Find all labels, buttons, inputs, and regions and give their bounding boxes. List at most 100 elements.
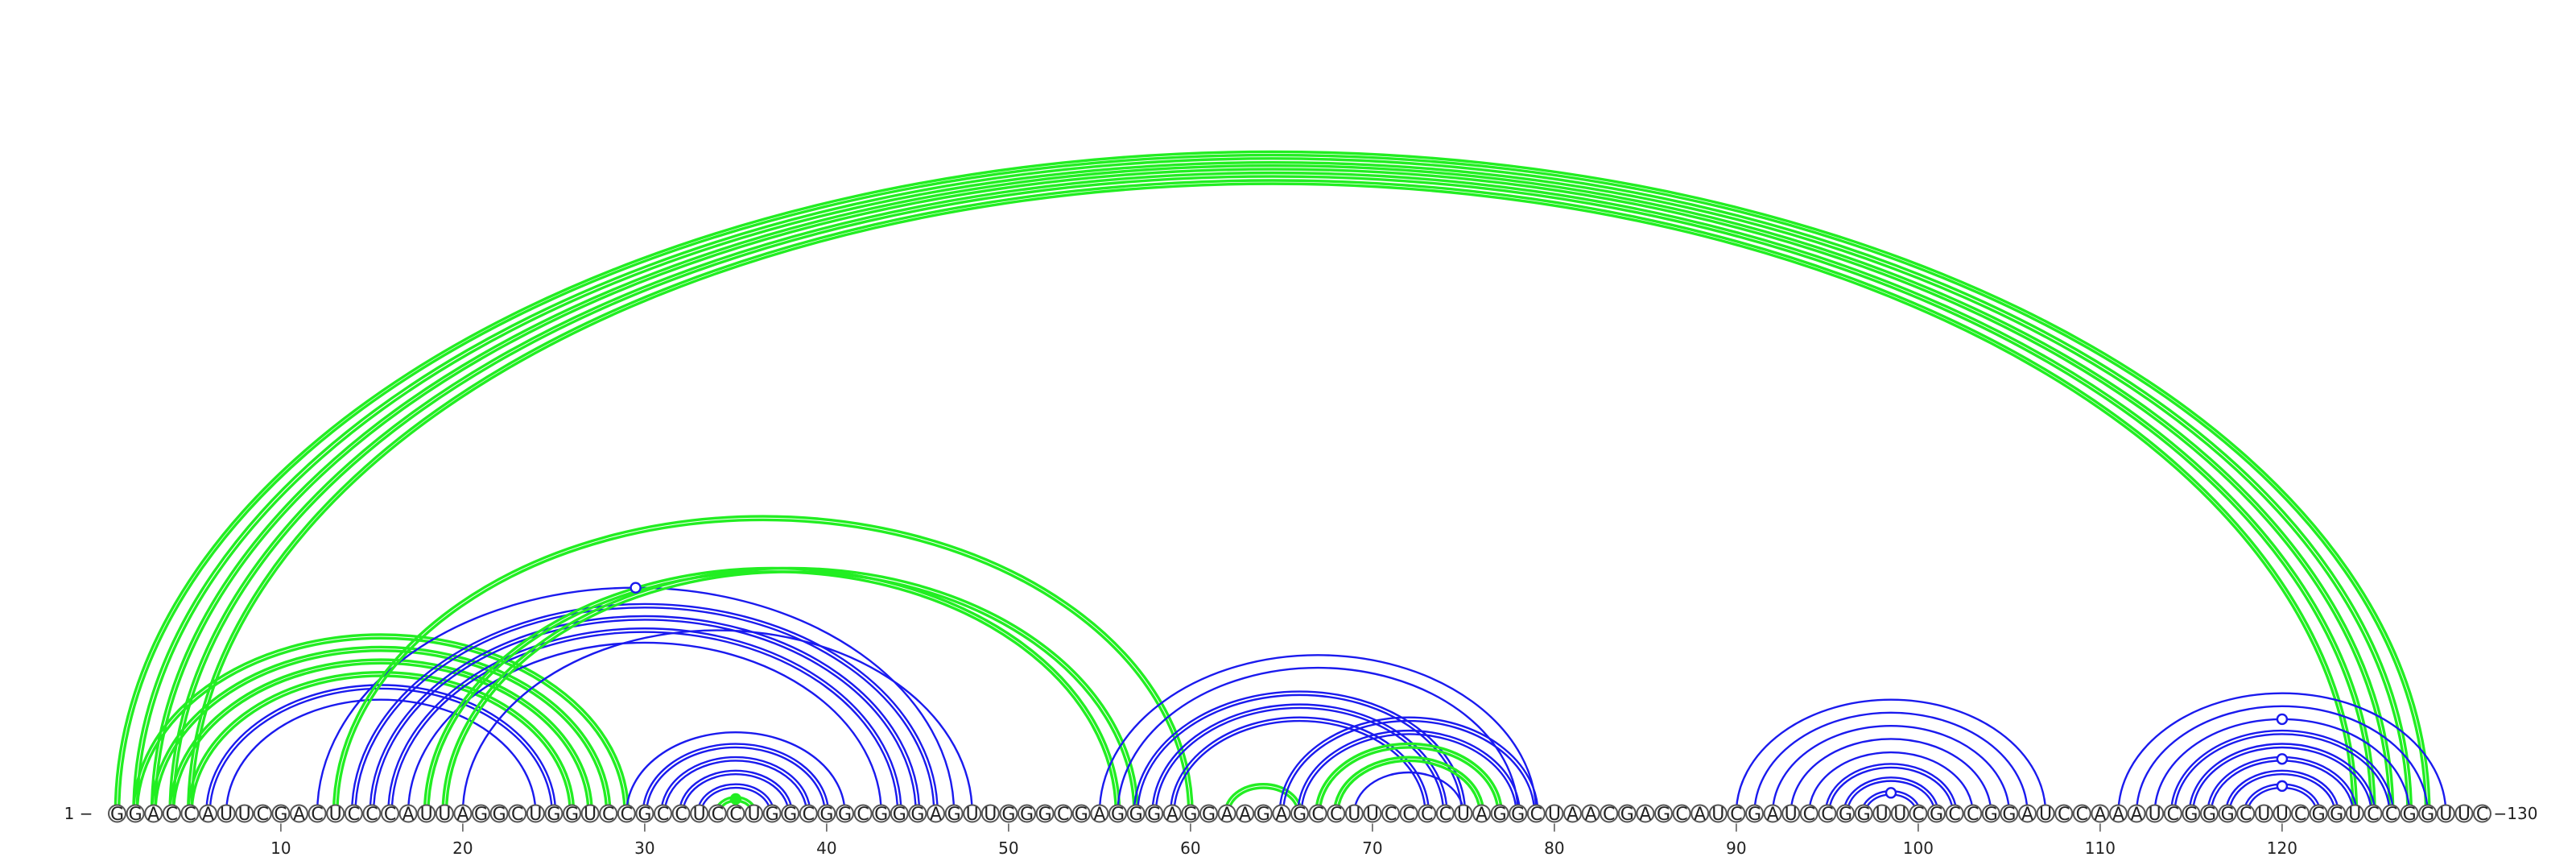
nucleotide-26: G — [563, 804, 581, 825]
nucleotide-65: A — [1272, 804, 1291, 825]
nucleotide-5: C — [180, 804, 200, 825]
arc-13-60 — [336, 518, 1191, 814]
nucleotide-letter: G — [2312, 805, 2326, 825]
nucleotide-letter: G — [1020, 805, 1034, 825]
nucleotide-55: A — [1090, 804, 1109, 825]
nucleotide-letter: G — [129, 805, 142, 825]
arc-67-77 — [1315, 742, 1503, 814]
nucleotide-circle — [2018, 804, 2037, 823]
arc-4-125 — [171, 175, 2373, 814]
nucleotide-circle — [144, 804, 163, 823]
arc-114-126 — [2174, 733, 2391, 814]
nucleotide-letter: G — [2330, 805, 2343, 825]
arc-32-38 — [682, 773, 790, 814]
nucleotide-circle — [1217, 804, 1236, 823]
nucleotide-circle — [2254, 804, 2273, 823]
nucleotide-circle — [2363, 804, 2383, 823]
nucleotide-circle — [271, 804, 291, 823]
nucleotide-letter: G — [947, 805, 961, 825]
nucleotide-letter: C — [166, 805, 178, 825]
nucleotide-circle — [872, 804, 891, 823]
nucleotide-circle — [1981, 804, 2000, 823]
nucleotide-letter: G — [783, 805, 797, 825]
nucleotide-circle — [2345, 804, 2364, 823]
arc-96-101 — [1843, 776, 1939, 814]
nucleotide-circle — [1854, 804, 1873, 823]
nucleotide-circle — [799, 804, 818, 823]
nucleotide-circle — [999, 804, 1018, 823]
sequence-end-label: −130 — [2494, 804, 2538, 823]
nucleotide-58: G — [1145, 804, 1164, 825]
nucleotide-20: A — [453, 804, 473, 825]
nucleotide-letter: U — [1893, 805, 1906, 825]
nucleotide-letter: U — [693, 805, 706, 825]
nucleotide-4: C — [162, 804, 181, 825]
nucleotide-letter: G — [2421, 805, 2434, 825]
nucleotide-114: C — [2163, 804, 2182, 825]
nucleotide-53: C — [1054, 804, 1073, 825]
nucleotide-13: U — [326, 804, 345, 825]
nucleotide-letter: A — [147, 805, 159, 825]
nucleotide-circle — [472, 804, 490, 823]
nucleotide-letter: U — [2439, 805, 2452, 825]
arc-32-38 — [678, 769, 794, 814]
nucleotide-letter: A — [402, 805, 415, 825]
nucleotide-circle — [489, 804, 509, 823]
nucleotide-circle — [2236, 804, 2256, 823]
nucleotide-letter: A — [1093, 805, 1105, 825]
nucleotide-73: C — [1418, 804, 1437, 825]
arc-19-57 — [444, 570, 1136, 814]
nucleotide-10: G — [271, 804, 291, 825]
nucleotide-letter: G — [1075, 805, 1088, 825]
nucleotide-111: A — [2109, 804, 2128, 825]
nucleotide-30: G — [635, 804, 654, 825]
nucleotide-letter: U — [2348, 805, 2361, 825]
nucleotide-letter: G — [893, 805, 906, 825]
tick-label-90: 90 — [1726, 838, 1746, 857]
arc-33-37 — [700, 786, 772, 814]
nucleotide-circle — [1617, 804, 1637, 823]
nucleotide-106: A — [2018, 804, 2037, 825]
nucleotide-circle — [745, 804, 763, 823]
arc-17-43 — [407, 641, 882, 814]
nucleotide-61: G — [1199, 804, 1218, 825]
nucleotide-circle — [1472, 804, 1491, 823]
nucleotide-circle — [2109, 804, 2128, 823]
tick-label-60: 60 — [1180, 838, 1200, 857]
nucleotide-letter: G — [1984, 805, 1998, 825]
nucleotide-letter: G — [1202, 805, 1216, 825]
nucleotide-letter: G — [110, 805, 124, 825]
nucleotide-42: C — [853, 804, 873, 825]
nucleotide-44: G — [890, 804, 909, 825]
nucleotide-circle — [417, 804, 436, 823]
nucleotide-circle — [1253, 804, 1273, 823]
nucleotide-letter: U — [747, 805, 760, 825]
tick-label-50: 50 — [998, 838, 1018, 857]
nucleotide-letter: A — [2112, 805, 2124, 825]
nucleotide-121: C — [2291, 804, 2310, 825]
nucleotide-15: C — [362, 804, 382, 825]
nucleotide-letter: G — [547, 805, 560, 825]
nucleotide-circle — [162, 804, 181, 823]
nucleotide-99: U — [1890, 804, 1909, 825]
nucleotide-120: U — [2273, 804, 2292, 825]
nucleotide-circle — [1199, 804, 1218, 823]
arc-15-45 — [369, 615, 921, 814]
nucleotide-113: U — [2145, 804, 2165, 825]
nucleotide-circle — [1672, 804, 1691, 823]
arc-3-126 — [154, 168, 2391, 814]
arc-65-79 — [1278, 716, 1539, 814]
nucleotide-88: A — [1690, 804, 1710, 825]
nucleotide-letter: C — [602, 805, 614, 825]
nucleotide-circle — [980, 804, 1000, 823]
arc-91-106 — [1753, 711, 2029, 814]
nucleotide-50: G — [999, 804, 1018, 825]
nucleotide-circle — [2091, 804, 2110, 823]
nucleotide-103: C — [1963, 804, 1983, 825]
nucleotide-circle — [1581, 804, 1600, 823]
nucleotide-78: G — [1509, 804, 1528, 825]
marker-3 — [1885, 787, 1897, 799]
nucleotide-28: C — [599, 804, 618, 825]
nucleotide-84: G — [1617, 804, 1637, 825]
